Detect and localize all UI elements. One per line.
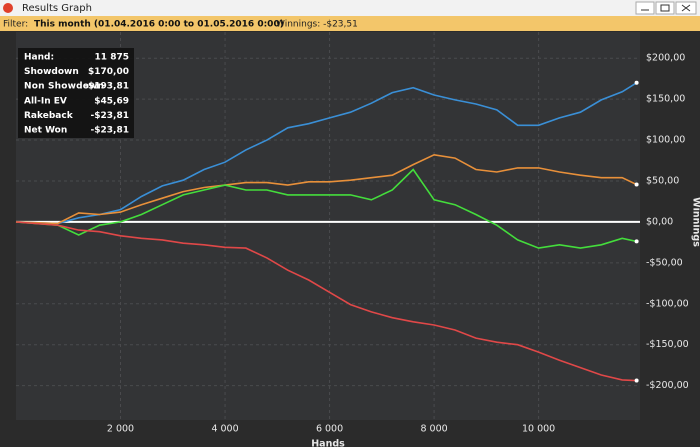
x-tick-label: 4 000 (211, 424, 238, 435)
end-point (634, 80, 639, 85)
maximize-button[interactable] (655, 1, 675, 15)
filter-text: This month (01.04.2016 0:00 to 01.05.201… (34, 20, 284, 30)
stat-label: Rakeback (24, 111, 74, 121)
x-tick-label: 2 000 (107, 424, 134, 435)
series-line (15, 168, 637, 249)
app-icon (3, 3, 13, 13)
end-point (634, 378, 639, 383)
stat-label: Showdown (24, 67, 79, 77)
close-icon (681, 4, 691, 12)
x-tick-label: 6 000 (316, 424, 343, 435)
series-line (15, 221, 637, 382)
series-line (15, 82, 638, 225)
minimize-button[interactable] (635, 1, 655, 15)
x-tick-label: 8 000 (420, 424, 447, 435)
filter-winnings: Winnings: -$23,51 (276, 20, 358, 30)
stat-value: -$193,81 (84, 82, 129, 92)
y-tick-label: -$100,00 (646, 298, 689, 309)
stat-label: Non Showdown (24, 82, 104, 92)
y-tick-label: -$50,00 (646, 257, 683, 268)
stat-label: Net Won (24, 126, 67, 136)
y-tick-label: -$150,00 (646, 339, 689, 350)
y-tick-label: $100,00 (646, 135, 685, 146)
lines (15, 80, 639, 383)
y-tick-label: $0,00 (646, 216, 673, 227)
y-tick-label: $200,00 (646, 53, 685, 64)
stats-box (18, 48, 134, 138)
y-tick-label: $50,00 (646, 175, 679, 186)
stat-value: -$23,81 (91, 111, 129, 121)
maximize-icon (660, 4, 670, 12)
filter-label: Filter: (3, 20, 28, 30)
series-line (15, 153, 637, 225)
grid (16, 32, 640, 420)
stat-label: All-In EV (24, 96, 67, 106)
window-title: Results Graph (22, 3, 92, 14)
stat-value: -$23,81 (91, 126, 129, 136)
filter-bar (0, 16, 700, 31)
x-tick-label: 10 000 (522, 424, 555, 435)
stat-value: $170,00 (88, 67, 129, 77)
y-axis-label: Winnings (691, 197, 700, 247)
y-tick-label: $150,00 (646, 94, 685, 105)
end-point (634, 239, 639, 244)
title-bar (0, 0, 700, 16)
x-axis-label: Hands (311, 439, 345, 447)
stat-label: Hand: (24, 53, 54, 63)
stat-value: 11 875 (95, 53, 129, 63)
stat-value: $45,69 (94, 96, 129, 106)
end-point (634, 182, 639, 187)
axis-labels: $200,00 $150,00 $100,00 $50,00 $0,00 -$50,00 -… (107, 53, 700, 447)
y-tick-label: -$200,00 (646, 380, 689, 391)
